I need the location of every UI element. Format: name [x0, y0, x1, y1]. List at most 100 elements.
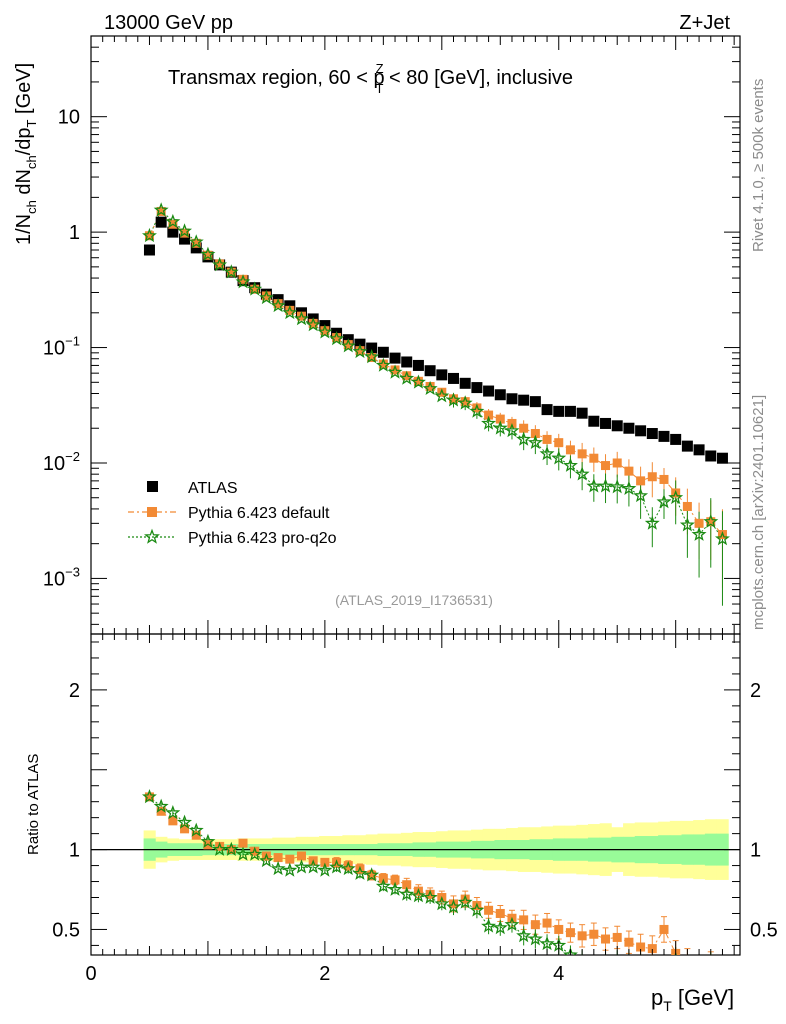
atlas-point	[389, 352, 401, 364]
proq2o-point	[574, 466, 590, 481]
default-point	[694, 518, 704, 528]
title-sup: Z	[376, 61, 384, 76]
default-ratio-point	[156, 806, 166, 816]
proq2o-point	[352, 343, 368, 359]
proq2o-ratio-point	[294, 859, 309, 874]
proq2o-ratio-point	[588, 960, 599, 971]
proq2o-ratio-point	[188, 822, 204, 837]
title-suffix: < 80 [GeV], inclusive	[384, 67, 574, 89]
y-tick-label-bottom-left: 2	[69, 680, 80, 702]
proq2o-ratio-point	[527, 931, 543, 946]
default-point	[413, 376, 423, 386]
default-point	[647, 472, 657, 482]
atlas-point	[588, 415, 600, 427]
default-point	[390, 365, 400, 375]
proq2o-point	[516, 431, 532, 446]
legend-atlas-label: ATLAS	[188, 480, 238, 497]
proq2o-point	[714, 531, 730, 546]
proq2o-point	[551, 450, 567, 465]
proq2o-point	[527, 434, 543, 450]
proq2o-point	[598, 478, 613, 493]
default-point	[402, 371, 412, 381]
default-point	[682, 501, 692, 511]
proq2o-ratio-point	[247, 846, 263, 861]
atlas-point	[693, 444, 705, 456]
proq2o-ratio-point	[235, 846, 251, 861]
proq2o-point	[153, 202, 169, 217]
default-ratio-point	[530, 920, 540, 930]
axis-ticks: 0 2 4 10 1 10−1 10−2 10−3 2 2 1 1 0.5 0.5	[43, 35, 778, 985]
proq2o-ratio-point	[375, 878, 391, 893]
proq2o-ratio-point	[600, 957, 611, 968]
default-point	[191, 238, 201, 248]
proq2o-point	[235, 274, 251, 289]
default-ratio-point	[484, 905, 494, 915]
atlas-point	[623, 422, 635, 434]
axes-frames	[90, 35, 741, 956]
default-point	[636, 476, 646, 486]
atlas-point	[179, 233, 191, 245]
x-tick-label: 0	[85, 963, 96, 985]
proq2o-point	[562, 457, 578, 472]
proq2o-ratio-point	[329, 859, 345, 874]
atlas-point	[611, 420, 623, 432]
y-tick-label-bottom-left: 0.5	[52, 919, 80, 941]
proq2o-ratio-point	[340, 860, 356, 876]
default-ratio-point	[589, 929, 599, 939]
proq2o-ratio-point	[539, 935, 555, 951]
default-ratio-point	[273, 853, 283, 863]
proq2o-point	[539, 445, 555, 461]
default-point	[238, 274, 248, 284]
proq2o-point	[668, 489, 684, 505]
y-tick-label-top: 1	[69, 222, 80, 244]
proq2o-ratio-point	[153, 798, 169, 813]
proq2o-ratio-point	[628, 953, 630, 955]
proq2o-ratio-point	[317, 862, 333, 877]
x-tick-label: 2	[319, 963, 330, 985]
proq2o-ratio-point	[434, 896, 450, 911]
top-panel-points	[141, 202, 730, 606]
proq2o-ratio-point	[682, 970, 693, 981]
atlas-point	[553, 405, 565, 417]
atlas-point	[483, 385, 495, 397]
proq2o-ratio-point	[492, 919, 508, 935]
proq2o-ratio-point	[305, 859, 321, 874]
proq2o-point	[481, 415, 497, 430]
proq2o-ratio-point	[422, 889, 438, 904]
default-point	[624, 466, 634, 476]
proq2o-ratio-point	[387, 881, 403, 896]
atlas-point	[155, 216, 167, 228]
source-text: mcplots.cern.ch [arXiv:2401.10621]	[750, 395, 767, 630]
proq2o-point	[212, 257, 228, 272]
default-ratio-point	[577, 931, 587, 941]
default-point	[273, 299, 283, 309]
legend-atlas-marker	[147, 481, 158, 492]
default-ratio-point	[519, 915, 529, 925]
y-tick-label-top: 10−1	[43, 334, 80, 360]
proq2o-point	[282, 304, 298, 320]
y-axis-label-bottom: Ratio to ATLAS	[25, 754, 42, 855]
default-ratio-point	[495, 908, 505, 918]
proq2o-ratio-point	[469, 902, 485, 917]
legend: ATLAS Pythia 6.423 default Pythia 6.423 …	[128, 480, 337, 547]
default-ratio-point	[565, 928, 575, 938]
proq2o-point	[141, 227, 157, 243]
y-tick-label-bottom-left: 1	[69, 840, 80, 862]
plot-title: Transmax region, 60 < pZ T < 80 [GeV], in…	[168, 61, 573, 96]
proq2o-point	[656, 494, 672, 509]
proq2o-point	[446, 392, 461, 407]
proq2o-point	[375, 357, 391, 372]
proq2o-point	[364, 349, 380, 364]
default-point	[484, 410, 494, 420]
process-label: Z+Jet	[679, 12, 730, 34]
atlas-point	[541, 404, 553, 416]
y-axis-label-top: 1/Nch dNch/dpT [GeV]	[13, 63, 39, 245]
atlas-point	[424, 365, 436, 377]
default-point	[226, 267, 236, 277]
default-point	[320, 326, 330, 336]
proq2o-ratio-point	[693, 975, 704, 986]
y-tick-label-bottom-right: 2	[750, 680, 761, 702]
proq2o-ratio-point	[399, 886, 415, 901]
proq2o-ratio-point	[516, 927, 532, 943]
default-ratio-point	[695, 965, 704, 974]
